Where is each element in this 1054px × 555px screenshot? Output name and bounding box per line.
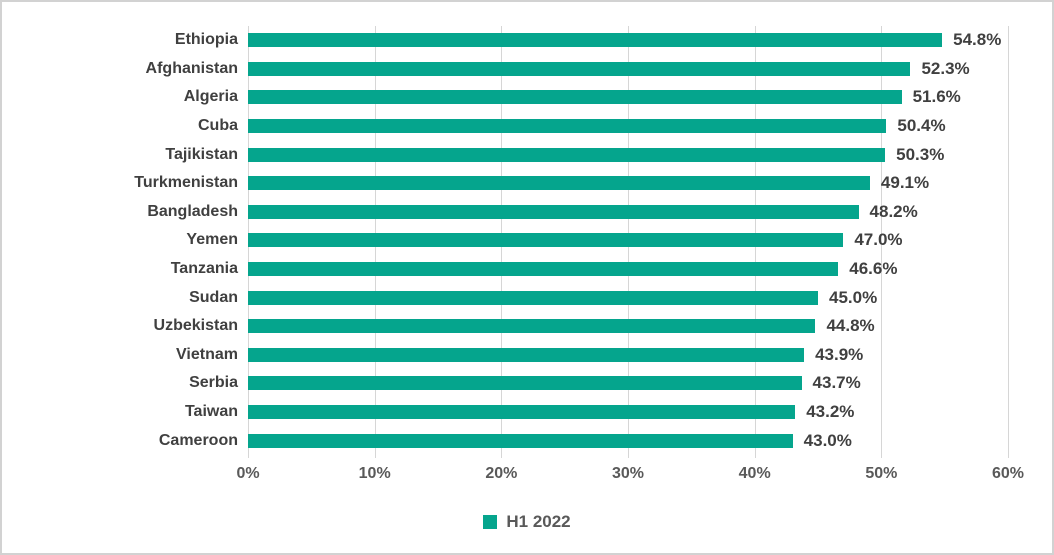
bar-row: Cuba 50.4%	[2, 112, 1008, 141]
bar-row: Taiwan 43.2%	[2, 398, 1008, 427]
bar-track: 47.0%	[248, 226, 1008, 255]
value-label: 44.8%	[826, 316, 875, 336]
legend: H1 2022	[2, 507, 1052, 537]
value-label: 50.4%	[897, 116, 946, 136]
bar-row: Sudan 45.0%	[2, 283, 1008, 312]
bar[interactable]	[248, 319, 816, 334]
bar-row: Vietnam 43.9%	[2, 341, 1008, 370]
bar[interactable]	[248, 347, 805, 362]
x-tick-label: 60%	[991, 465, 1025, 482]
bar[interactable]	[248, 204, 859, 219]
bar-row: Bangladesh 48.2%	[2, 198, 1008, 227]
bar-row: Ethiopia 54.8%	[2, 26, 1008, 55]
bar[interactable]	[248, 290, 818, 305]
bar[interactable]	[248, 433, 793, 448]
category-label: Uzbekistan	[153, 317, 238, 335]
bar-track: 52.3%	[248, 55, 1008, 84]
bar-row: Yemen 47.0%	[2, 226, 1008, 255]
bar[interactable]	[248, 176, 870, 191]
bar-track: 51.6%	[248, 83, 1008, 112]
value-label: 43.2%	[806, 402, 855, 422]
category-label: Serbia	[189, 374, 238, 392]
value-label: 43.9%	[815, 344, 864, 364]
bar-track: 43.0%	[248, 426, 1008, 455]
legend-label: H1 2022	[506, 512, 571, 531]
bar[interactable]	[248, 405, 796, 420]
value-label: 48.2%	[869, 201, 918, 221]
bar-track: 45.0%	[248, 283, 1008, 312]
bar-row: Algeria 51.6%	[2, 83, 1008, 112]
x-tick-label: 30%	[611, 465, 645, 482]
bar-row: Turkmenistan 49.1%	[2, 169, 1008, 198]
bar-track: 54.8%	[248, 26, 1008, 55]
category-label: Turkmenistan	[134, 174, 238, 192]
category-label: Yemen	[186, 231, 238, 249]
bar-track: 48.2%	[248, 198, 1008, 227]
x-tick-label: 0%	[236, 465, 260, 482]
bar-row: Serbia 43.7%	[2, 369, 1008, 398]
bar-track: 50.3%	[248, 140, 1008, 169]
value-label: 43.7%	[812, 373, 861, 393]
x-tick-label: 50%	[865, 465, 898, 482]
bar[interactable]	[248, 90, 902, 105]
bar-track: 44.8%	[248, 312, 1008, 341]
gridline	[881, 26, 883, 458]
category-label: Tanzania	[170, 260, 238, 278]
bar-row: Tajikistan 50.3%	[2, 140, 1008, 169]
bar-rows: Ethiopia 54.8% Afghanistan 52.3% Algeria 51.6…	[2, 26, 1008, 455]
bar-track: 49.1%	[248, 169, 1008, 198]
category-label: Algeria	[183, 88, 238, 106]
bar-track: 50.4%	[248, 112, 1008, 141]
category-label: Taiwan	[184, 403, 238, 421]
bar-row: Uzbekistan 44.8%	[2, 312, 1008, 341]
x-axis: 0% 10% 20% 30% 40% 50% 60%	[236, 465, 1024, 487]
category-label: Sudan	[189, 288, 238, 306]
category-label: Ethiopia	[174, 31, 238, 49]
bar[interactable]	[248, 376, 802, 391]
bar-row: Cameroon 43.0%	[2, 426, 1008, 455]
value-label: 46.6%	[849, 259, 898, 279]
bar-track: 43.2%	[248, 398, 1008, 427]
category-label: Afghanistan	[145, 59, 238, 77]
bar-row: Tanzania 46.6%	[2, 255, 1008, 284]
bar[interactable]	[248, 119, 887, 134]
bar[interactable]	[248, 33, 943, 48]
value-label: 50.3%	[896, 144, 945, 164]
x-tick-label: 40%	[738, 465, 771, 482]
value-label: 43.0%	[803, 430, 852, 450]
bar[interactable]	[248, 262, 839, 277]
category-label: Tajikistan	[165, 145, 238, 163]
value-label: 54.8%	[953, 30, 1002, 50]
legend-swatch-icon	[483, 515, 498, 529]
x-tick-label: 10%	[358, 465, 391, 482]
x-tick-label: 20%	[485, 465, 518, 482]
value-label: 47.0%	[854, 230, 903, 250]
value-label: 52.3%	[921, 58, 970, 78]
bar[interactable]	[248, 61, 911, 76]
value-label: 49.1%	[880, 173, 930, 193]
bar-track: 43.9%	[248, 341, 1008, 370]
category-label: Cuba	[198, 117, 238, 135]
gridline	[1008, 26, 1009, 458]
bar[interactable]	[248, 147, 886, 162]
bar[interactable]	[248, 233, 844, 248]
bar-track: 43.7%	[248, 369, 1008, 398]
bar-track: 46.6%	[248, 255, 1008, 284]
value-label: 45.0%	[829, 287, 878, 307]
category-label: Cameroon	[158, 431, 238, 449]
value-label: 51.6%	[912, 87, 961, 107]
category-label: Bangladesh	[147, 202, 238, 220]
category-label: Vietnam	[176, 345, 238, 363]
bar-row: Afghanistan 52.3%	[2, 55, 1008, 84]
